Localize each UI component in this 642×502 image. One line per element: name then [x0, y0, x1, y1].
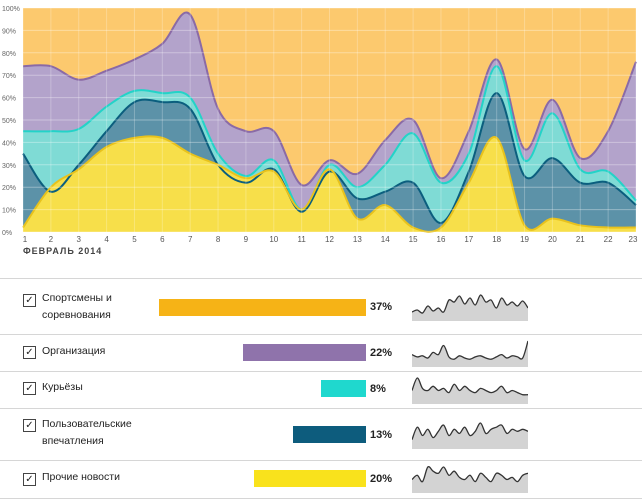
y-axis-ticks: 0% 10% 20% 30% 40% 50% 60% 70% 80% 90% 100% [2, 6, 20, 237]
y-tick-label: 0% [2, 230, 12, 237]
share-percent: 13% [370, 429, 393, 441]
sparkline [412, 422, 528, 449]
x-tick-label: 10 [269, 235, 278, 244]
y-tick-label: 10% [2, 208, 16, 215]
y-tick-label: 20% [2, 185, 16, 192]
checkbox-sports[interactable]: ✓ [23, 294, 36, 307]
x-tick-label: 3 [77, 235, 82, 244]
x-tick-label: 20 [548, 235, 557, 244]
x-axis-label: ФЕВРАЛЬ 2014 [23, 246, 102, 256]
x-tick-label: 15 [409, 235, 418, 244]
x-tick-label: 21 [576, 235, 585, 244]
x-tick-label: 16 [437, 235, 446, 244]
x-tick-label: 7 [188, 235, 193, 244]
legend-label-line: Пользовательские [42, 418, 132, 430]
x-tick-label: 9 [244, 235, 249, 244]
legend-label-line: Прочие новости [42, 471, 120, 483]
checkbox-organization[interactable]: ✓ [23, 346, 36, 359]
x-tick-label: 8 [216, 235, 221, 244]
legend-label-line: Курьёзы [42, 381, 83, 393]
sparkline [412, 294, 528, 321]
y-tick-label: 100% [2, 6, 20, 13]
checkbox-user-impressions[interactable]: ✓ [23, 419, 36, 432]
share-bar [293, 426, 366, 443]
legend-row-curiosities[interactable]: ✓ Курьёзы 8% [0, 371, 642, 409]
x-tick-label: 2 [49, 235, 54, 244]
x-tick-label: 22 [604, 235, 613, 244]
chart-grid [22, 7, 637, 233]
sparkline-fill [412, 466, 528, 493]
x-tick-label: 19 [520, 235, 529, 244]
x-tick-label: 1 [23, 235, 28, 244]
legend-row-sports[interactable]: ✓ Спортсмены и соревнования 37% [0, 278, 642, 335]
legend-label-line: впечатления [42, 435, 104, 447]
checkbox-other-news[interactable]: ✓ [23, 473, 36, 486]
sparkline-line [412, 465, 528, 483]
series-line-0 [22, 135, 637, 233]
sparkline-fill [412, 341, 528, 367]
share-bar [254, 470, 366, 487]
sparkline-line [412, 294, 528, 314]
sparkline [412, 340, 528, 367]
x-tick-label: 5 [132, 235, 137, 244]
stacked-area-chart: ФЕВРАЛЬ 2014 0% 10% 20% 30% 40% 50% 60% 70% 80% 9… [2, 6, 638, 256]
y-tick-label: 90% [2, 28, 16, 35]
x-tick-label: 11 [297, 235, 306, 244]
share-bar [159, 299, 366, 316]
area-0 [23, 136, 636, 232]
x-tick-label: 4 [104, 235, 109, 244]
sparkline [412, 377, 528, 404]
legend-label-curiosities: Курьёзы [42, 379, 83, 396]
x-tick-label: 17 [464, 235, 473, 244]
chart-areas [22, 8, 637, 233]
y-tick-label: 30% [2, 163, 16, 170]
x-axis-ticks: 1 2 3 4 5 6 7 8 9 10 11 12 13 14 15 16 17 18 19 20 21 22 23 [23, 235, 638, 244]
x-tick-label: 12 [325, 235, 334, 244]
x-tick-label: 23 [629, 235, 638, 244]
share-bar [242, 344, 366, 361]
share-percent: 37% [370, 301, 393, 313]
y-tick-label: 70% [2, 73, 16, 80]
legend-label-other-news: Прочие новости [42, 469, 120, 486]
x-tick-label: 6 [160, 235, 165, 244]
y-tick-label: 50% [2, 118, 16, 125]
share-percent: 8% [370, 383, 386, 395]
x-tick-label: 13 [353, 235, 362, 244]
legend-label-line: Организация [42, 345, 106, 357]
x-tick-label: 14 [381, 235, 390, 244]
legend-label-line: соревнования [42, 309, 111, 321]
y-tick-label: 40% [2, 140, 16, 147]
sparkline-line [412, 377, 528, 396]
legend-row-organization[interactable]: ✓ Организация 22% [0, 334, 642, 372]
series-line-2 [22, 65, 637, 211]
legend-label-organization: Организация [42, 343, 105, 360]
y-tick-label: 60% [2, 96, 16, 103]
sparkline-line [412, 422, 528, 440]
series-line-3 [22, 11, 637, 187]
sparkline-fill [412, 294, 528, 321]
share-percent: 20% [370, 473, 393, 485]
share-bar [321, 380, 366, 397]
share-percent: 22% [370, 347, 393, 359]
legend-label-sports: Спортсмены и соревнования [42, 290, 112, 324]
legend-row-user-impressions[interactable]: ✓ Пользовательские впечатления 13% [0, 408, 642, 461]
legend-label-user-impressions: Пользовательские впечатления [42, 416, 132, 450]
legend-label-line: Спортсмены и [42, 292, 112, 304]
checkbox-curiosities[interactable]: ✓ [23, 382, 36, 395]
x-tick-label: 18 [492, 235, 501, 244]
sparkline [412, 465, 528, 493]
legend-row-other-news[interactable]: ✓ Прочие новости 20% [0, 460, 642, 499]
sparkline-line [412, 340, 528, 360]
y-tick-label: 80% [2, 51, 16, 58]
